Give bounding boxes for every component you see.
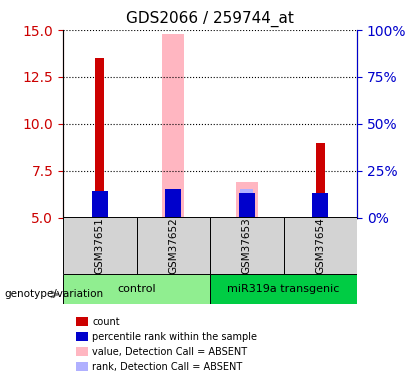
Text: GSM37652: GSM37652: [168, 217, 178, 274]
Title: GDS2066 / 259744_at: GDS2066 / 259744_at: [126, 11, 294, 27]
Text: percentile rank within the sample: percentile rank within the sample: [92, 332, 257, 342]
Bar: [167, 189, 180, 217]
Text: miR319a transgenic: miR319a transgenic: [227, 284, 340, 294]
Bar: [236, 182, 258, 218]
FancyBboxPatch shape: [284, 217, 357, 274]
Bar: [316, 142, 325, 218]
FancyBboxPatch shape: [210, 217, 284, 274]
Bar: [95, 58, 104, 217]
Text: count: count: [92, 317, 120, 327]
Text: value, Detection Call = ABSENT: value, Detection Call = ABSENT: [92, 347, 247, 357]
FancyBboxPatch shape: [210, 274, 357, 304]
Bar: [239, 193, 255, 217]
FancyBboxPatch shape: [136, 217, 210, 274]
Bar: [165, 189, 181, 217]
Bar: [240, 189, 253, 217]
Bar: [162, 34, 184, 218]
Bar: [312, 193, 328, 217]
Text: genotype/variation: genotype/variation: [4, 290, 103, 299]
Text: GSM37653: GSM37653: [242, 217, 252, 274]
Bar: [92, 191, 108, 217]
FancyBboxPatch shape: [63, 217, 136, 274]
Text: rank, Detection Call = ABSENT: rank, Detection Call = ABSENT: [92, 362, 243, 372]
Text: control: control: [117, 284, 156, 294]
FancyBboxPatch shape: [63, 274, 210, 304]
Text: GSM37651: GSM37651: [95, 217, 105, 274]
Text: GSM37654: GSM37654: [315, 217, 325, 274]
